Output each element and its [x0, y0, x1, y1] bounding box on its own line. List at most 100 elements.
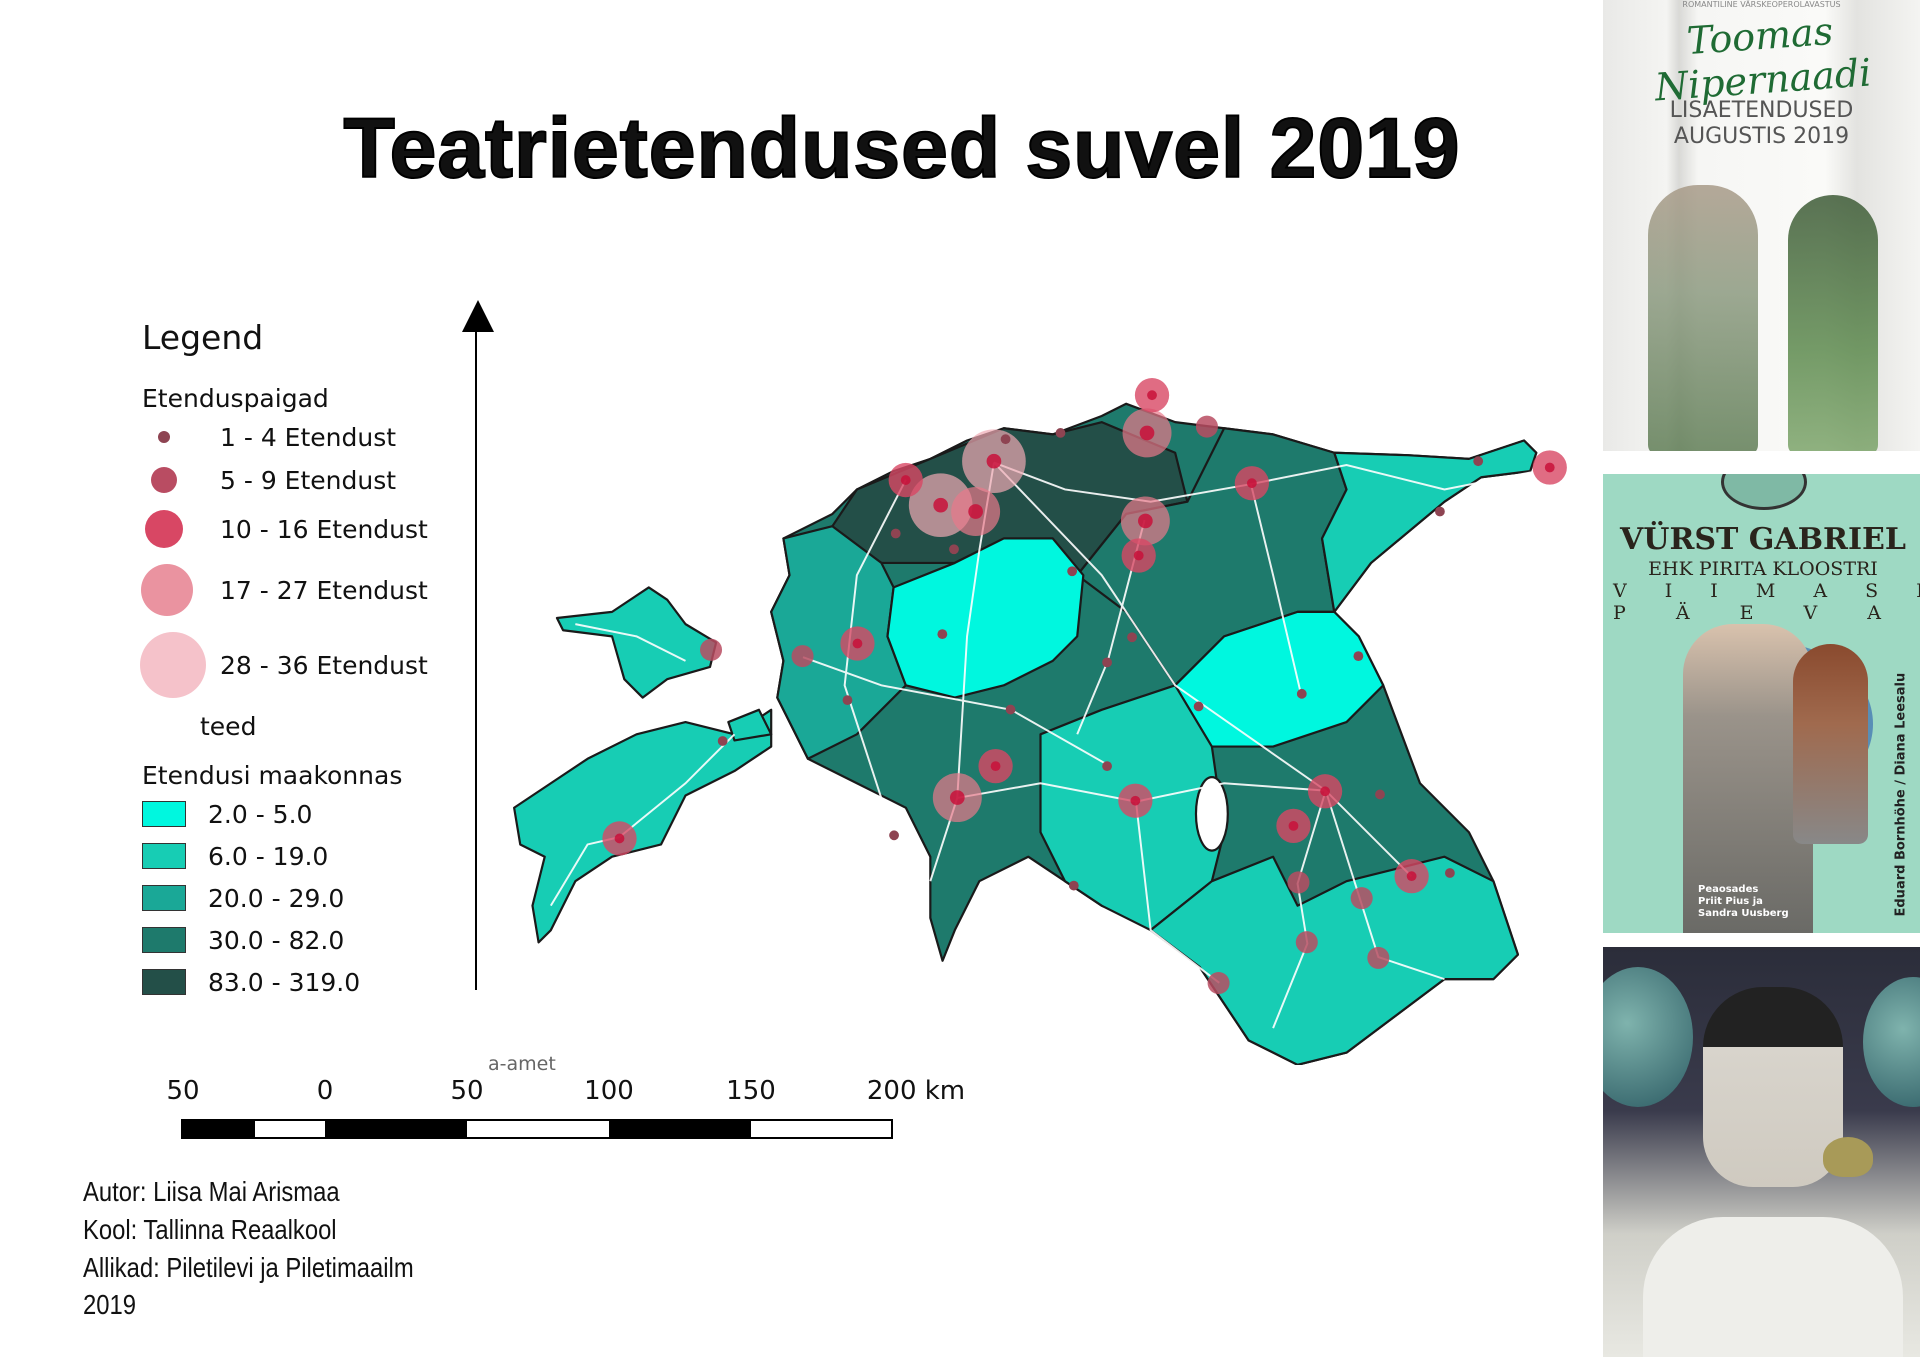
poster-figure-man [1683, 624, 1813, 933]
credit-year: 2019 [83, 1289, 136, 1320]
venue-point-center [968, 504, 983, 519]
legend-swatch-3 [142, 885, 186, 911]
poster-title-1: VÜRST GABRIEL [1620, 522, 1906, 557]
legend-roads-label: teed [200, 712, 257, 741]
legend-swatch-1 [142, 801, 186, 827]
venue-point-class-1 [1287, 871, 1310, 894]
legend-label-5-9: 5 - 9 Etendust [220, 466, 397, 495]
venue-point-class-1 [1350, 887, 1373, 910]
scale-label: 0 [316, 1076, 334, 1106]
poster-figure-woman [1788, 195, 1878, 451]
venue-point-class-0 [1055, 428, 1066, 438]
venue-point-center [1139, 425, 1155, 441]
venue-point-class-0 [1473, 456, 1484, 467]
poster-face [1703, 987, 1843, 1187]
venue-point-center [1133, 550, 1144, 561]
legend-circle-17-27 [141, 564, 193, 616]
poster-figure-woman [1793, 644, 1868, 844]
legend-circle-10-16 [145, 510, 183, 548]
county-ida-viru [1320, 439, 1538, 613]
poster-subtitle-2: AUGUSTIS 2019 [1673, 124, 1850, 149]
venue-point-class-1 [1207, 972, 1230, 995]
poster-figure-man [1648, 185, 1758, 451]
venue-point-center [1246, 478, 1257, 489]
venue-point-class-0 [1102, 657, 1112, 668]
poster-authors: Eduard Bornhöhe / Diana Leesalu [1893, 672, 1909, 917]
venue-point-center [1544, 462, 1555, 473]
venue-point-class-0 [937, 629, 948, 640]
poster-sweater [1643, 1217, 1903, 1357]
poster-title-2: EHK PIRITA KLOOSTRI [1648, 558, 1878, 580]
poster-title-4: P Ä E V A D [1613, 602, 1920, 624]
county-valga-voru [1149, 855, 1520, 1065]
legend-label-1-4: 1 - 4 Etendust [220, 423, 397, 452]
credit-author: Autor: Liisa Mai Arismaa [83, 1176, 340, 1207]
venue-point-class-0 [949, 544, 959, 555]
venue-point-class-0 [1435, 506, 1445, 517]
scale-bar [181, 1119, 893, 1139]
legend-label-17-27: 17 - 27 Etendust [220, 576, 428, 605]
poster-title-3: V I I M A S E D [1613, 580, 1920, 602]
venue-point-center [900, 475, 911, 485]
poster-planet-left [1603, 967, 1693, 1107]
venue-point-class-0 [717, 736, 728, 746]
venue-point-class-1 [791, 645, 814, 668]
map-source-fragment: a-amet [488, 1053, 556, 1075]
legend-points-heading: Etenduspaigad [142, 384, 329, 413]
poster-nipernaadi: ROMANTILINE VÄRSKEOPEROLAVASTUS Toomas N… [1603, 0, 1920, 451]
legend-swatch-label-1: 2.0 - 5.0 [208, 800, 313, 829]
legend-label-10-16: 10 - 16 Etendust [220, 515, 428, 544]
poster-illustration [1603, 947, 1920, 1357]
venue-point-class-0 [1068, 880, 1079, 891]
venue-point-class-0 [1445, 868, 1455, 878]
venue-point-class-0 [1296, 688, 1307, 699]
island-hiiumaa [555, 586, 718, 699]
poster-seal-icon [1721, 474, 1807, 510]
poster-title: Toomas Nipernaadi [1653, 9, 1873, 110]
venue-point-class-1 [1195, 415, 1218, 438]
map-title: Teatrietendused suvel 2019 [343, 100, 1461, 196]
poster-vurst-gabriel: VÜRST GABRIEL EHK PIRITA KLOOSTRI V I I … [1603, 474, 1920, 933]
legend-circle-1-4 [158, 431, 170, 443]
venue-point-center [933, 497, 949, 513]
venue-point-class-0 [1127, 632, 1137, 643]
legend-circle-28-36 [140, 632, 206, 698]
legend-swatch-2 [142, 843, 186, 869]
venue-point-class-0 [1193, 701, 1204, 712]
venue-point-class-1 [1295, 931, 1318, 954]
scale-label: 100 [584, 1076, 634, 1106]
poster-cast-3: Sandra Uusberg [1698, 908, 1789, 919]
county-jarva [886, 537, 1085, 699]
north-arrow-line [475, 330, 477, 990]
venue-point-center [949, 790, 965, 805]
estonia-map [513, 378, 1567, 1065]
legend-title: Legend [142, 318, 264, 357]
venue-point-center [614, 833, 625, 844]
legend-circle-5-9 [151, 467, 177, 493]
venue-point-class-0 [889, 830, 899, 841]
legend-swatch-label-2: 6.0 - 19.0 [208, 842, 329, 871]
poster-cast: Peaosades Priit Pius ja Sandra Uusberg [1698, 884, 1789, 920]
legend-swatch-label-5: 83.0 - 319.0 [208, 968, 361, 997]
venue-point-class-0 [1375, 789, 1385, 800]
poster-planet-right [1863, 977, 1920, 1107]
venue-point-class-1 [700, 638, 723, 661]
venue-point-class-0 [1102, 761, 1112, 772]
island-muhu [727, 708, 773, 742]
venue-point-class-0 [1000, 434, 1011, 445]
venue-point-class-1 [1367, 946, 1390, 969]
venue-point-center [1320, 786, 1330, 797]
venue-point-center [990, 761, 1001, 772]
legend-swatch-label-4: 30.0 - 82.0 [208, 926, 345, 955]
poster-subtitle-1: LISAETENDUSED [1669, 98, 1854, 123]
island-saaremaa [513, 708, 773, 944]
lake-vortsjarv [1194, 776, 1229, 852]
poster-kicker: ROMANTILINE VÄRSKEOPEROLAVASTUS [1682, 0, 1841, 9]
venue-point-center [1147, 390, 1157, 401]
legend-swatch-5 [142, 969, 186, 995]
legend-label-28-36: 28 - 36 Etendust [220, 651, 428, 680]
scale-label: 200 km [866, 1076, 966, 1106]
venue-point-class-0 [1005, 704, 1016, 715]
credit-sources: Allikad: Piletilevi ja Piletimaailm [83, 1252, 414, 1283]
north-arrow-icon [462, 300, 494, 332]
